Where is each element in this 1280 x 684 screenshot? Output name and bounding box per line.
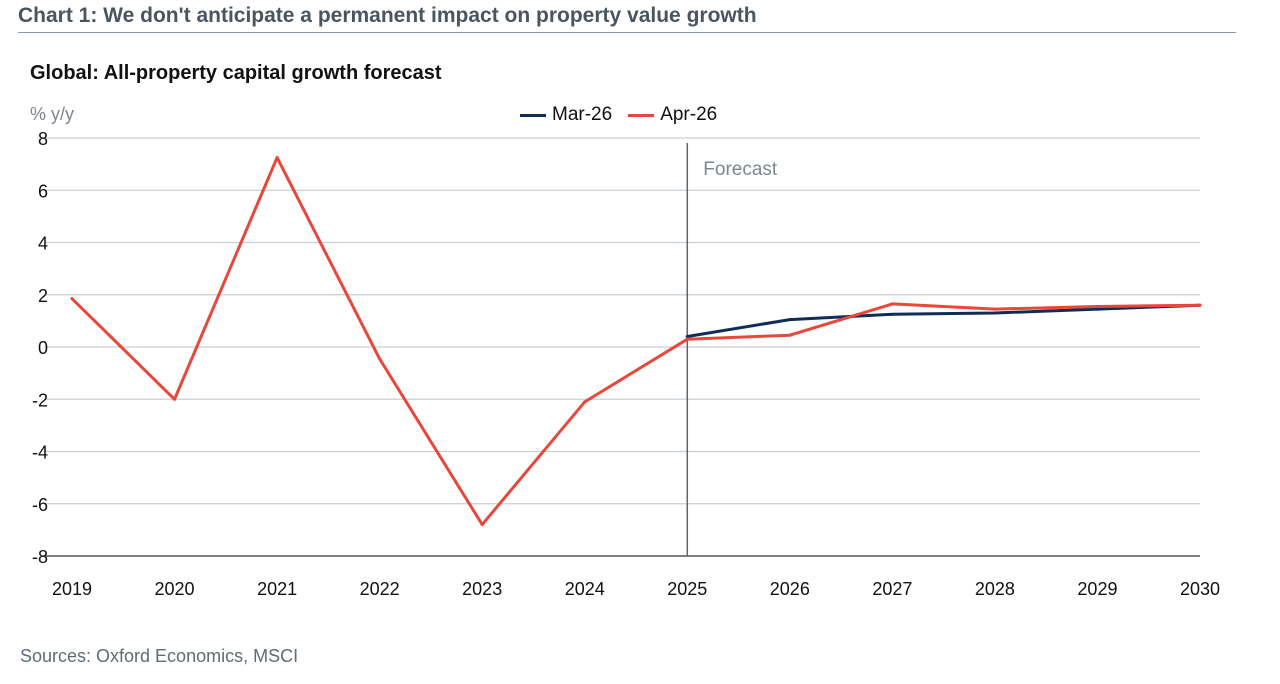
x-tick-label: 2023 (462, 579, 502, 599)
y-tick-label: -6 (32, 495, 48, 515)
data-point-mar-26 (1095, 307, 1099, 311)
data-point-apr-26 (378, 357, 382, 361)
data-point-apr-26 (1198, 303, 1202, 307)
legend-item-apr-26: Apr-26 (628, 104, 717, 126)
y-tick-label: 0 (38, 338, 48, 358)
legend-label-mar-26: Mar-26 (552, 104, 613, 125)
y-tick-label: 6 (38, 181, 48, 201)
x-tick-label: 2027 (872, 579, 912, 599)
data-point-mar-26 (890, 312, 894, 316)
forecast-label: Forecast (703, 159, 778, 180)
y-tick-label: 2 (38, 286, 48, 306)
x-tick-label: 2029 (1077, 579, 1117, 599)
legend-item-mar-26: Mar-26 (520, 104, 612, 126)
x-tick-label: 2022 (360, 579, 400, 599)
y-tick-label: -2 (32, 390, 48, 410)
legend: Mar-26 Apr-26 (520, 104, 717, 126)
data-point-apr-26 (993, 307, 997, 311)
data-point-apr-26 (480, 523, 484, 527)
legend-swatch-apr-26 (628, 113, 655, 117)
legend-swatch-mar-26 (520, 113, 546, 117)
data-point-apr-26 (685, 337, 689, 341)
x-tick-label: 2026 (770, 579, 810, 599)
source-note: Sources: Oxford Economics, MSCI (20, 646, 299, 666)
y-tick-label: 8 (38, 129, 48, 149)
data-point-apr-26 (275, 156, 279, 160)
data-point-apr-26 (1095, 305, 1099, 309)
x-tick-label: 2021 (257, 579, 297, 599)
series-line-apr-26 (70, 156, 1202, 527)
y-tick-label: -8 (32, 547, 48, 567)
legend-label-apr-26: Apr-26 (660, 104, 718, 125)
chart-header: Chart 1: We don't anticipate a permanent… (18, 2, 1236, 33)
x-tick-label: 2028 (975, 579, 1015, 599)
x-tick-label: 2019 (52, 579, 92, 599)
data-point-mar-26 (685, 335, 689, 339)
data-point-apr-26 (788, 333, 792, 337)
x-tick-label: 2020 (155, 579, 195, 599)
y-tick-label: 4 (38, 234, 48, 254)
data-point-mar-26 (788, 318, 792, 322)
x-tick-label: 2024 (565, 579, 605, 599)
data-point-apr-26 (173, 397, 177, 401)
chart-header-title: Chart 1: We don't anticipate a permanent… (18, 4, 757, 27)
y-tick-label: -4 (32, 443, 48, 463)
x-tick-label: 2030 (1180, 579, 1220, 599)
data-point-mar-26 (993, 311, 997, 315)
y-axis-label: % y/y (30, 104, 75, 124)
data-point-apr-26 (890, 302, 894, 306)
x-tick-label: 2025 (667, 579, 707, 599)
chart-title: Global: All-property capital growth fore… (30, 62, 442, 84)
data-point-apr-26 (583, 400, 587, 404)
data-point-apr-26 (70, 297, 74, 301)
series-line-mar-26 (685, 303, 1202, 338)
